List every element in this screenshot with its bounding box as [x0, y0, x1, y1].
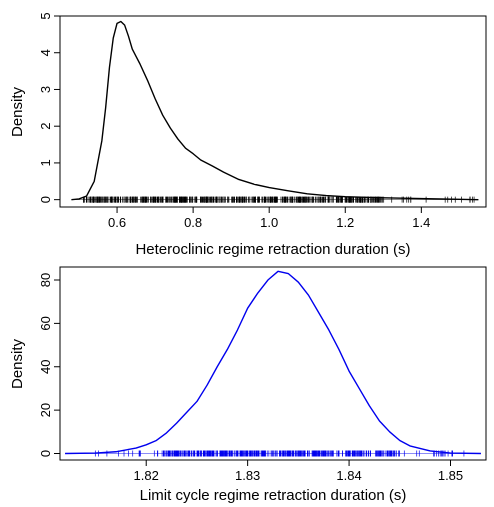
density-curve: [65, 270, 481, 455]
y-tick-label: 4: [38, 49, 53, 56]
top-plot-frame: [59, 15, 487, 208]
x-tick-label: 1.82: [134, 468, 159, 483]
density-curve: [71, 20, 479, 201]
y-tick-label: 20: [38, 403, 53, 417]
y-tick-label: 3: [38, 86, 53, 93]
y-tick-label: 80: [38, 273, 53, 287]
bottom-density-panel: Limit cycle regime retraction duration (…: [9, 266, 487, 504]
y-tick-label: 1: [38, 159, 53, 166]
x-tick-label: 0.8: [184, 215, 202, 230]
y-tick-label: 40: [38, 360, 53, 374]
x-tick-label: 1.2: [336, 215, 354, 230]
bottom-x-axis-label: Limit cycle regime retraction duration (…: [140, 487, 407, 504]
x-tick-label: 1.84: [336, 468, 361, 483]
y-tick-label: 5: [38, 12, 53, 19]
y-tick-label: 2: [38, 123, 53, 130]
rug-marks: [83, 196, 475, 203]
y-tick-label: 0: [38, 450, 53, 457]
x-tick-label: 0.6: [108, 215, 126, 230]
top-y-axis-label: Density: [9, 86, 26, 137]
rug-marks: [94, 450, 465, 457]
x-tick-label: 1.85: [438, 468, 463, 483]
top-x-axis-label: Heteroclinic regime retraction duration …: [135, 241, 410, 258]
x-tick-label: 1.83: [235, 468, 260, 483]
y-tick-label: 0: [38, 196, 53, 203]
top-density-panel: Heteroclinic regime retraction duration …: [9, 12, 487, 258]
y-tick-label: 60: [38, 316, 53, 330]
bottom-plot-frame: [59, 266, 487, 461]
x-tick-label: 1.0: [260, 215, 278, 230]
x-tick-label: 1.4: [412, 215, 430, 230]
bottom-y-axis-label: Density: [9, 338, 26, 389]
